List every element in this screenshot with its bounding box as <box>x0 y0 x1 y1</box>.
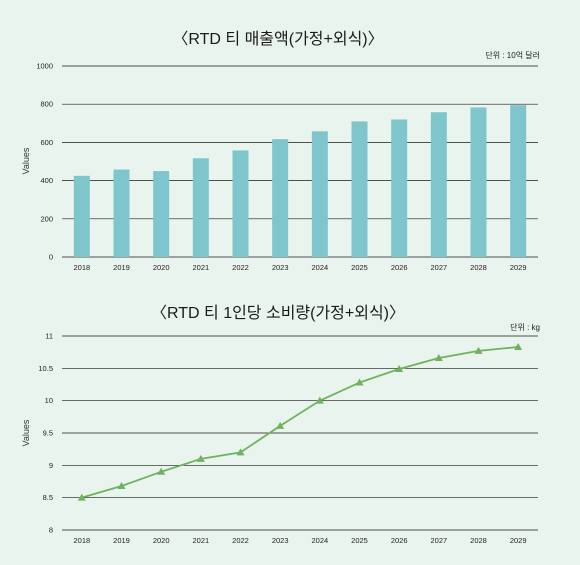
line-chart: 8 8.5 9 9.5 10 10.5 11 2018 2019 2020 2021 2022 2023… <box>38 332 538 545</box>
bar-chart-x-tick-label: 2028 <box>470 263 487 272</box>
line-chart-y-tick-label: 10.5 <box>38 364 53 373</box>
bar-chart-x-tick-label: 2018 <box>73 263 90 272</box>
bar-chart-x-tick-label: 2021 <box>192 263 209 272</box>
line-series <box>81 346 519 499</box>
line-point-marker <box>196 454 205 462</box>
bar <box>430 112 447 257</box>
bar-chart-x-tick-label: 2022 <box>232 263 249 272</box>
line-chart-x-tick-label: 2020 <box>153 536 170 545</box>
bar-chart-x-tick-label: 2020 <box>153 263 170 272</box>
line-point-marker <box>315 396 324 404</box>
bar-chart-x-tick-label: 2023 <box>272 263 289 272</box>
bar <box>311 131 328 257</box>
bar-chart-x-tick-label: 2026 <box>391 263 408 272</box>
bar-chart-x-tick-label: 2029 <box>510 263 527 272</box>
line-chart-x-tick-label: 2024 <box>311 536 328 545</box>
line-chart-y-tick-label: 11 <box>45 332 53 341</box>
line-chart-y-tick-label: 9.5 <box>43 429 53 438</box>
bar-chart-x-tick-label: 2025 <box>351 263 368 272</box>
bar-chart-x-tick-label: 2027 <box>430 263 447 272</box>
bar <box>351 121 368 257</box>
line-point-marker <box>514 342 523 350</box>
bar-chart-y-axis-label: Values <box>21 147 31 174</box>
bar <box>192 158 209 257</box>
bar-chart-unit-note: 단위 : 10억 달러 <box>485 50 540 60</box>
line-point-marker <box>276 421 285 429</box>
bar-chart-y-tick-label: 200 <box>40 214 53 223</box>
line-chart-x-tick-label: 2028 <box>470 536 487 545</box>
line-chart-x-tick-label: 2018 <box>73 536 90 545</box>
line-chart-unit-note: 단위 : kg <box>510 322 540 332</box>
bar-chart-y-tick-label: 600 <box>40 138 53 147</box>
bar-chart-y-tick-label: 400 <box>40 176 53 185</box>
line-chart-y-tick-label: 9 <box>49 461 53 470</box>
line-chart-x-tick-label: 2021 <box>192 536 209 545</box>
bar <box>510 105 527 257</box>
bar <box>272 139 289 257</box>
line-point-marker <box>355 378 364 386</box>
line-chart-x-tick-label: 2022 <box>232 536 249 545</box>
line-point-marker <box>157 467 166 475</box>
line-point-marker <box>236 448 245 456</box>
bar-chart-y-tick-label: 800 <box>40 100 53 109</box>
bar <box>73 175 90 257</box>
line-point-marker <box>434 353 443 361</box>
bar <box>232 150 249 257</box>
line-point-marker <box>395 364 404 372</box>
bar <box>470 107 487 258</box>
bar-chart: 0 200 400 600 800 1000 2018 2019 2020 2021 2022 202… <box>36 62 538 272</box>
line-chart-y-tick-label: 10 <box>45 396 53 405</box>
line-chart-x-tick-label: 2023 <box>272 536 289 545</box>
bar <box>153 171 170 257</box>
bar-chart-title: 〈RTD 티 매출액(가정+외식)〉 <box>172 30 383 48</box>
bar-chart-x-tick-label: 2019 <box>113 263 130 272</box>
line-chart-x-tick-label: 2025 <box>351 536 368 545</box>
line-chart-x-tick-label: 2019 <box>113 536 130 545</box>
line-chart-y-axis-label: Values <box>21 419 31 446</box>
line-chart-x-tick-label: 2027 <box>430 536 447 545</box>
bar-chart-y-tick-label: 1000 <box>36 62 53 71</box>
line-point-marker <box>77 493 86 501</box>
line-chart-y-tick-label: 8.5 <box>43 493 53 502</box>
bar <box>391 119 408 257</box>
line-point-marker <box>474 346 483 354</box>
line-point-marker <box>117 482 126 490</box>
line-chart-y-tick-label: 8 <box>49 526 53 535</box>
bar <box>113 169 130 257</box>
line-chart-x-tick-label: 2029 <box>510 536 527 545</box>
line-chart-title: 〈RTD 티 1인당 소비량(가정+외식)〉 <box>151 304 405 322</box>
bar-chart-x-tick-label: 2024 <box>311 263 328 272</box>
line-chart-x-tick-label: 2026 <box>391 536 408 545</box>
bar-chart-y-tick-label: 0 <box>49 253 53 262</box>
